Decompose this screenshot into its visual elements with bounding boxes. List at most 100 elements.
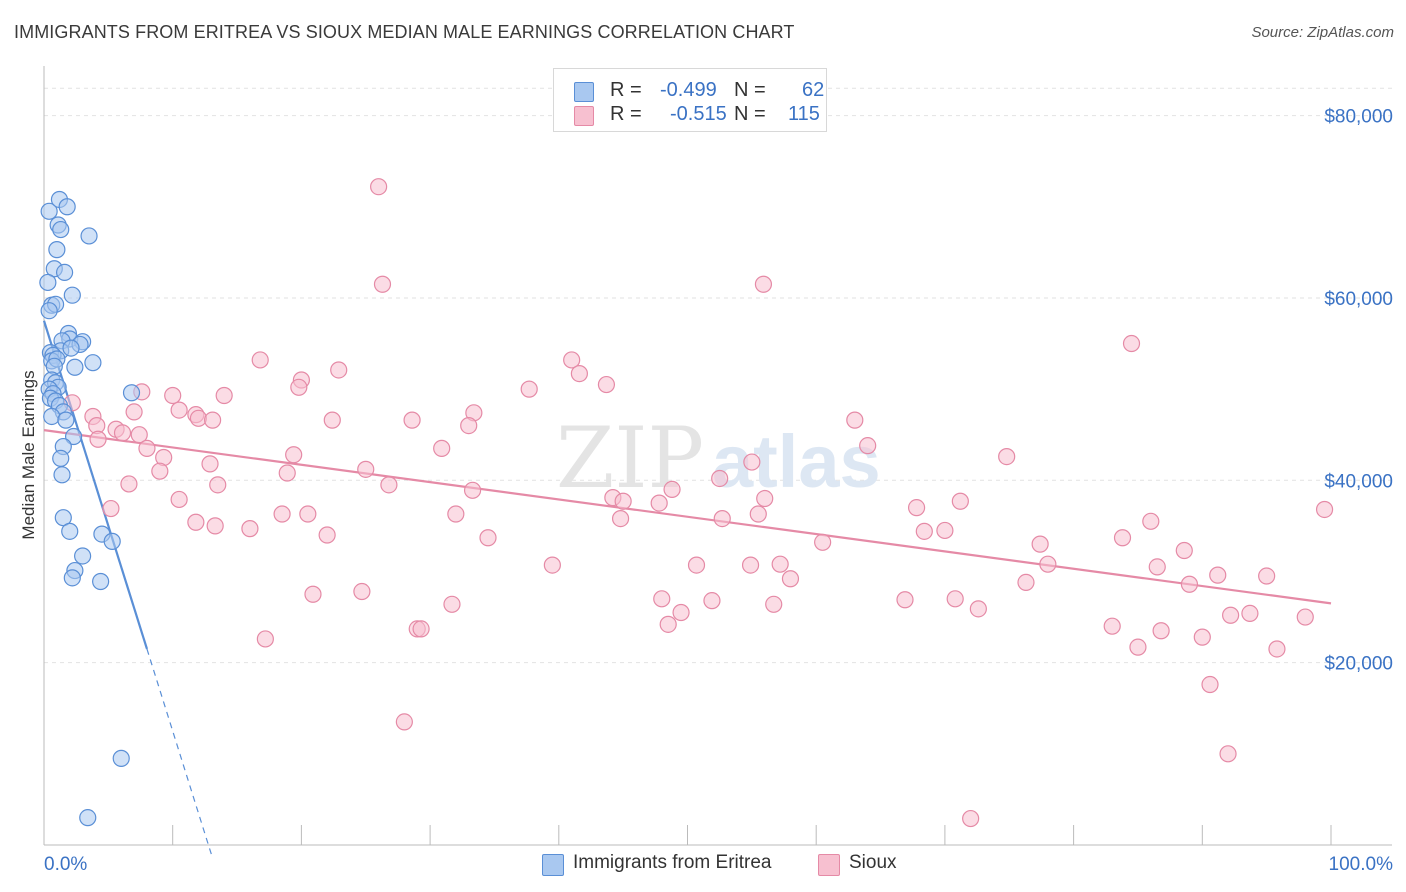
data-point bbox=[102, 499, 120, 518]
data-point bbox=[48, 241, 66, 259]
data-point bbox=[1193, 628, 1211, 646]
points-eritrea bbox=[39, 190, 141, 827]
y-tick-label: $80,000 bbox=[1324, 107, 1393, 128]
data-point bbox=[170, 401, 188, 419]
data-point bbox=[915, 522, 933, 540]
data-point bbox=[52, 220, 70, 239]
data-point bbox=[66, 358, 84, 376]
data-point bbox=[741, 556, 760, 574]
data-point bbox=[206, 517, 224, 535]
y-tick-label: $20,000 bbox=[1324, 654, 1393, 675]
data-point bbox=[460, 416, 478, 435]
data-point bbox=[998, 447, 1016, 466]
data-point bbox=[380, 476, 398, 494]
data-point bbox=[814, 533, 832, 551]
data-point bbox=[112, 749, 130, 767]
tick-labels: $20,000 $40,000 $60,000 $80,000 0.0% 100.0% bbox=[44, 107, 1393, 875]
data-point bbox=[103, 532, 121, 550]
data-point bbox=[55, 263, 74, 282]
stats-n-label: N = bbox=[734, 103, 766, 125]
data-point bbox=[40, 202, 58, 220]
data-point bbox=[663, 480, 681, 499]
stats-n-label: N = bbox=[734, 79, 766, 101]
data-point bbox=[659, 615, 677, 633]
data-point bbox=[443, 595, 461, 613]
data-point bbox=[1219, 745, 1237, 763]
data-point bbox=[1152, 622, 1170, 640]
data-point bbox=[713, 509, 731, 528]
legend-label-eritrea: Immigrants from Eritrea bbox=[573, 852, 772, 873]
y-tick-label: $60,000 bbox=[1324, 289, 1393, 310]
data-point bbox=[687, 556, 706, 574]
data-point bbox=[570, 365, 588, 383]
data-point bbox=[138, 439, 156, 457]
data-point bbox=[597, 375, 616, 394]
data-point bbox=[189, 409, 208, 427]
data-point bbox=[1142, 512, 1160, 530]
data-point bbox=[951, 492, 969, 510]
data-point bbox=[1113, 529, 1132, 547]
data-point bbox=[164, 386, 182, 405]
data-point bbox=[241, 520, 259, 538]
data-point bbox=[611, 509, 630, 528]
stats-swatch-sioux bbox=[574, 106, 594, 126]
data-point bbox=[614, 492, 632, 510]
data-point bbox=[52, 449, 70, 468]
data-point bbox=[370, 178, 388, 196]
data-point bbox=[653, 590, 671, 608]
data-point bbox=[749, 505, 767, 523]
data-point bbox=[412, 620, 430, 638]
data-point bbox=[859, 437, 877, 455]
data-point bbox=[1209, 566, 1227, 584]
stats-n-value: 62 bbox=[802, 79, 825, 101]
data-point bbox=[907, 499, 926, 517]
data-point bbox=[1222, 606, 1240, 624]
data-point bbox=[57, 411, 75, 429]
data-point bbox=[61, 522, 79, 540]
stats-r-value: -0.499 bbox=[660, 79, 717, 101]
data-point bbox=[650, 494, 668, 512]
data-point bbox=[357, 460, 375, 478]
data-point bbox=[703, 592, 721, 610]
trend-line bbox=[43, 429, 1332, 605]
data-point bbox=[373, 275, 392, 293]
data-point bbox=[1175, 541, 1193, 560]
source-credit: Source: ZipAtlas.com bbox=[1251, 24, 1394, 41]
data-point bbox=[771, 555, 789, 573]
trend-line-extension bbox=[146, 648, 212, 855]
data-point bbox=[318, 526, 336, 544]
data-point bbox=[304, 585, 322, 603]
data-point bbox=[120, 475, 138, 493]
data-point bbox=[273, 505, 291, 523]
data-point bbox=[299, 505, 317, 523]
data-point bbox=[1258, 567, 1276, 585]
stats-r-value: -0.515 bbox=[670, 103, 727, 125]
data-point bbox=[946, 590, 964, 608]
data-point bbox=[479, 529, 497, 547]
data-point bbox=[1031, 535, 1049, 553]
data-point bbox=[65, 427, 83, 446]
data-point bbox=[39, 273, 57, 292]
data-point bbox=[1148, 558, 1166, 576]
data-point bbox=[251, 351, 269, 369]
data-point bbox=[1201, 675, 1219, 694]
data-point bbox=[1268, 640, 1286, 658]
data-point bbox=[58, 198, 76, 216]
data-point bbox=[1039, 555, 1057, 573]
data-point bbox=[543, 556, 561, 574]
data-point bbox=[62, 339, 80, 357]
data-point bbox=[756, 489, 774, 508]
data-point bbox=[896, 591, 914, 609]
data-point bbox=[447, 505, 465, 523]
data-point bbox=[290, 378, 308, 396]
data-point bbox=[330, 361, 348, 379]
data-point bbox=[63, 569, 81, 587]
data-point bbox=[323, 411, 341, 429]
data-point bbox=[63, 286, 81, 304]
data-point bbox=[1296, 608, 1314, 626]
chart-title: IMMIGRANTS FROM ERITREA VS SIOUX MEDIAN … bbox=[14, 22, 795, 42]
data-point bbox=[125, 403, 143, 421]
stats-n-value: 115 bbox=[788, 103, 820, 125]
data-point bbox=[43, 407, 61, 426]
